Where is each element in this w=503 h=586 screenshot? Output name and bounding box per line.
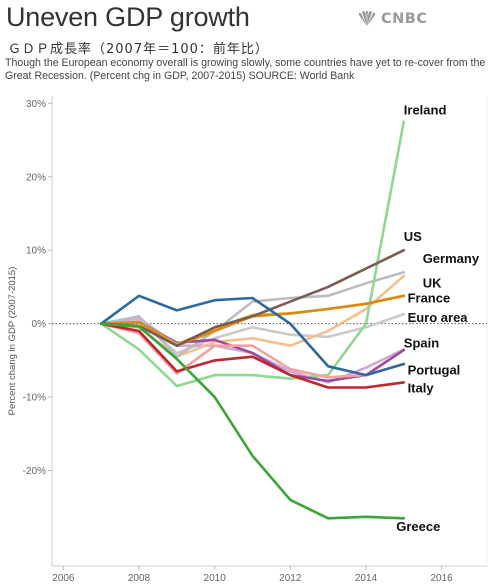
peacock-icon	[358, 11, 376, 26]
series-line-japan	[99, 322, 406, 379]
series-label-italy: Italy	[408, 380, 435, 395]
chart-description: Though the European economy overall is g…	[5, 57, 486, 82]
y-tick-label: 10%	[26, 246, 46, 257]
series-line-us	[99, 248, 406, 347]
x-tick-label: 2016	[430, 573, 453, 584]
chart-series	[99, 120, 406, 520]
x-tick-label: 2010	[204, 573, 227, 584]
series-line-italy	[99, 322, 406, 389]
series-label-uk: UK	[423, 275, 442, 290]
y-tick-label: 20%	[26, 172, 46, 183]
y-tick-label: 0%	[32, 319, 47, 330]
x-tick-label: 2012	[279, 573, 302, 584]
series-label-greece: Greece	[396, 519, 440, 534]
x-tick-label: 2014	[355, 573, 378, 584]
y-axis-label: Percent chang in GDP (2007-2015)	[7, 267, 18, 416]
y-tick-label: 30%	[26, 99, 46, 110]
series-line-portugal	[99, 294, 406, 377]
x-tick-label: 2006	[52, 573, 75, 584]
series-label-ireland: Ireland	[404, 103, 447, 118]
series-label-portugal: Portugal	[408, 363, 461, 378]
chart-subtitle: ＧＤＰ成長率（2007年＝100：前年比）	[8, 42, 269, 57]
y-tick-label: -10%	[23, 393, 46, 404]
logo-text: CNBC	[381, 11, 428, 27]
chart-axes: 30% 20% 10% 0% -10% -20% 2006 2008 2010 2012 2014 2…	[7, 96, 488, 584]
cnbc-logo: CNBC	[356, 11, 427, 27]
series-line-greece	[99, 322, 406, 520]
series-label-france: France	[408, 291, 451, 306]
series-label-spain: Spain	[404, 335, 439, 350]
x-tick-label: 2008	[128, 573, 151, 584]
series-label-euro-area: Euro area	[408, 310, 469, 325]
series-label-germany: Germany	[423, 251, 480, 266]
chart-title: Uneven GDP growth	[6, 2, 250, 32]
y-tick-label: -20%	[23, 466, 46, 477]
series-line-ireland	[99, 120, 406, 388]
series-label-us: US	[404, 229, 422, 244]
